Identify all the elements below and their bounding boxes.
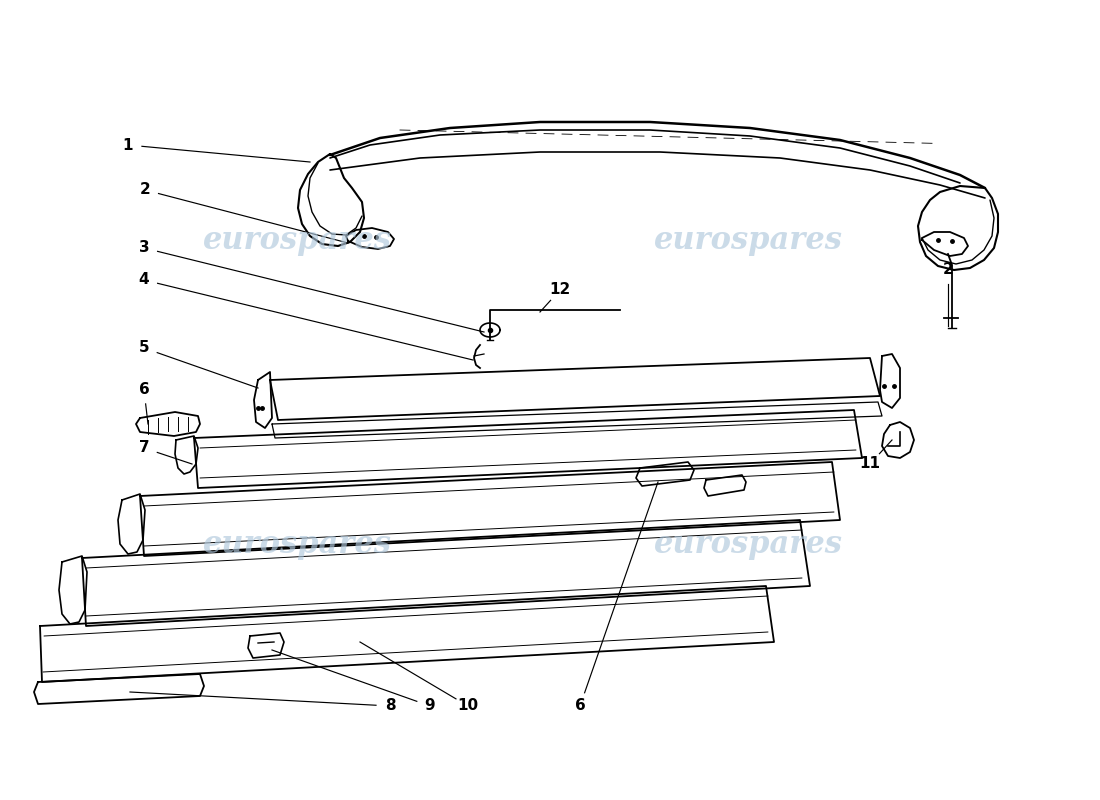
Text: 8: 8 bbox=[385, 698, 395, 714]
Text: 7: 7 bbox=[139, 441, 150, 455]
Text: 12: 12 bbox=[549, 282, 571, 298]
Text: 6: 6 bbox=[574, 698, 585, 714]
Text: eurospares: eurospares bbox=[653, 225, 843, 255]
Text: 11: 11 bbox=[859, 457, 880, 471]
Text: 1: 1 bbox=[123, 138, 133, 153]
Text: eurospares: eurospares bbox=[202, 225, 392, 255]
Text: 5: 5 bbox=[139, 341, 150, 355]
Text: 10: 10 bbox=[458, 698, 478, 714]
Text: 2: 2 bbox=[943, 262, 954, 278]
Text: 3: 3 bbox=[139, 241, 150, 255]
Text: 4: 4 bbox=[139, 273, 150, 287]
Text: eurospares: eurospares bbox=[202, 529, 392, 559]
Text: 9: 9 bbox=[425, 698, 436, 714]
Text: 2: 2 bbox=[140, 182, 151, 198]
Text: 6: 6 bbox=[139, 382, 150, 398]
Text: eurospares: eurospares bbox=[653, 529, 843, 559]
